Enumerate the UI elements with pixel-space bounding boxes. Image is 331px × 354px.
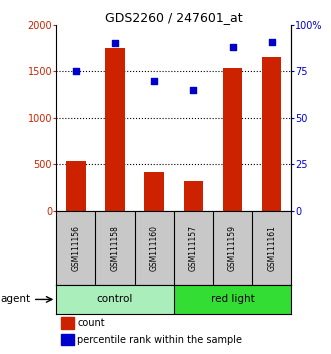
Bar: [262, 57, 281, 211]
Point: [191, 87, 196, 93]
Point: [269, 39, 274, 44]
Text: GSM111161: GSM111161: [267, 225, 276, 271]
Bar: [174, 285, 291, 314]
Bar: [105, 48, 125, 211]
Text: GSM111158: GSM111158: [111, 225, 119, 271]
Bar: [66, 161, 86, 211]
Point: [230, 44, 235, 50]
Point: [152, 78, 157, 83]
Text: red light: red light: [211, 295, 255, 304]
Text: count: count: [77, 318, 105, 328]
Text: percentile rank within the sample: percentile rank within the sample: [77, 335, 242, 345]
Bar: [144, 172, 164, 211]
Text: GSM111156: GSM111156: [71, 225, 80, 271]
Bar: [61, 317, 74, 329]
Title: GDS2260 / 247601_at: GDS2260 / 247601_at: [105, 11, 243, 24]
Text: GSM111160: GSM111160: [150, 225, 159, 271]
Text: control: control: [97, 295, 133, 304]
Bar: [56, 285, 174, 314]
Bar: [184, 181, 203, 211]
Text: agent: agent: [1, 295, 31, 304]
Bar: [61, 334, 74, 345]
Point: [73, 68, 78, 74]
Text: GSM111159: GSM111159: [228, 225, 237, 271]
Point: [113, 41, 118, 46]
Bar: [223, 68, 242, 211]
Text: GSM111157: GSM111157: [189, 225, 198, 271]
